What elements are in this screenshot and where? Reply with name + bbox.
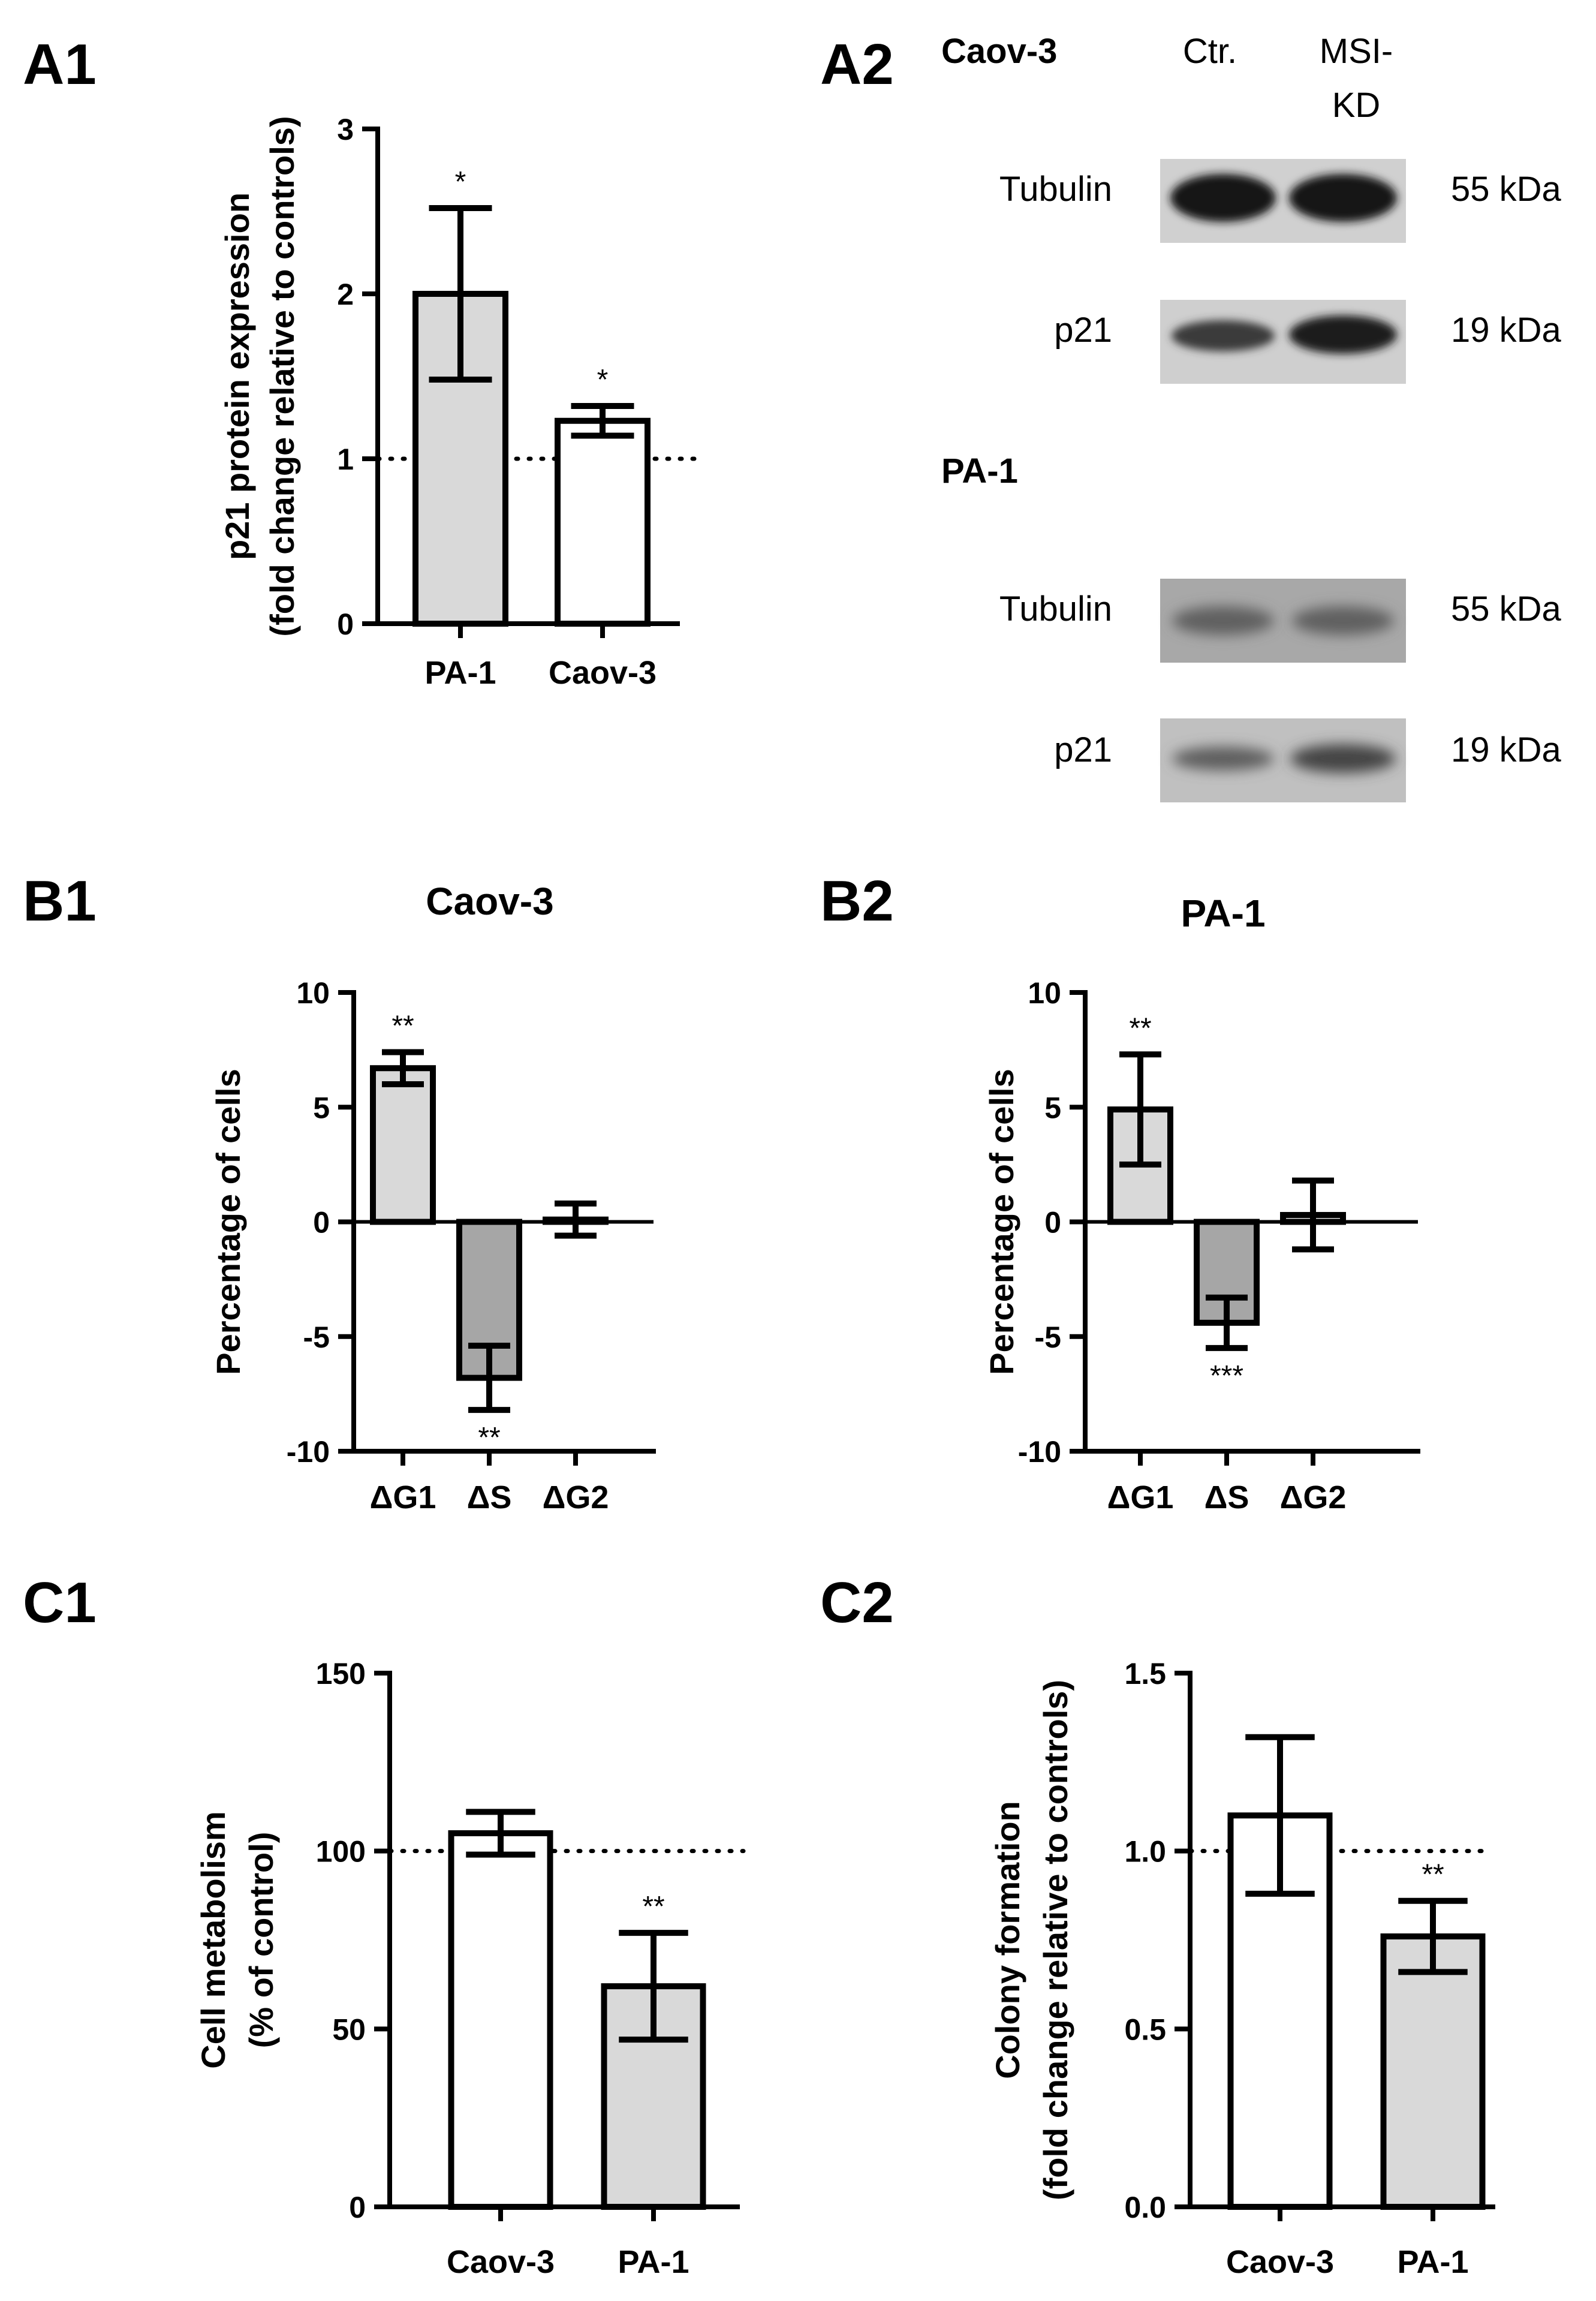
- y-tick-label: 1.0: [1124, 1835, 1166, 1869]
- wb-col-msi-kd-line2: KD: [1332, 86, 1381, 125]
- y-tick-label: -10: [287, 1435, 330, 1469]
- panel-label-a2: A2: [820, 32, 894, 97]
- wb-pa1-tubulin-kda: 55 kDa: [1451, 589, 1562, 628]
- y-tick-label: 0: [349, 2191, 366, 2224]
- x-category-label: Caov-3: [1226, 2244, 1334, 2280]
- wb-col-ctr: Ctr.: [1183, 32, 1237, 71]
- y-tick-label: 5: [1044, 1091, 1061, 1124]
- panel-label-c2: C2: [820, 1571, 894, 1635]
- x-category-label: ΔG1: [370, 1479, 436, 1515]
- wb-col-msi-kd-line1: MSI-: [1320, 32, 1393, 71]
- wb-caov3-p21-label: p21: [1054, 311, 1112, 350]
- y-tick-label: 3: [337, 113, 354, 146]
- y-tick-label: 150: [316, 1657, 366, 1691]
- significance-marker: ***: [1210, 1360, 1243, 1392]
- significance-marker: *: [455, 166, 466, 198]
- x-category-label: ΔG2: [1280, 1479, 1347, 1515]
- x-category-label: ΔS: [467, 1479, 512, 1515]
- significance-marker: **: [1129, 1012, 1151, 1044]
- y-tick-label: 50: [332, 2013, 366, 2046]
- chart-b2-pa1-cell-cycle: PA-1 -10 -5 0 5 10 Percentage of cells ** ΔG1 ***…: [983, 892, 1420, 1515]
- significance-marker: **: [478, 1422, 500, 1454]
- wb-caov3-tubulin-label: Tubulin: [999, 170, 1112, 209]
- y-axis-label: (fold change relative to controls): [1037, 1680, 1074, 2200]
- wb-caov3-tubulin-kda: 55 kDa: [1451, 170, 1562, 209]
- wb-caov3-p21-blot: [1160, 300, 1406, 384]
- panel-label-a1: A1: [23, 32, 97, 97]
- chart-title: Caov-3: [426, 880, 553, 923]
- y-tick-label: 0: [313, 1206, 330, 1240]
- wb-caov3-label: Caov-3: [941, 32, 1057, 71]
- wb-pa1-label: PA-1: [941, 452, 1018, 491]
- x-category-label: Caov-3: [549, 655, 657, 691]
- x-category-label: Caov-3: [447, 2244, 555, 2280]
- significance-marker: **: [392, 1010, 414, 1042]
- x-category-label: PA-1: [1397, 2244, 1468, 2280]
- y-axis-label: Cell metabolism: [194, 1811, 232, 2068]
- x-category-label: PA-1: [424, 655, 496, 691]
- western-blot-panel: Caov-3 Ctr. MSI- KD Tubulin 55 kDa p21 1…: [941, 32, 1562, 802]
- chart-c2-colony-formation: 0.0 0.5 1.0 1.5 Colony formation (fold change…: [989, 1657, 1495, 2280]
- wb-caov3-p21-kda: 19 kDa: [1451, 311, 1562, 350]
- panel-label-b2: B2: [820, 869, 894, 933]
- y-tick-label: 1.5: [1124, 1657, 1166, 1691]
- y-tick-label: 0: [337, 607, 354, 641]
- y-tick-label: 2: [337, 278, 354, 311]
- y-axis-label: Percentage of cells: [209, 1069, 247, 1374]
- x-category-label: ΔG2: [543, 1479, 609, 1515]
- y-tick-label: -5: [303, 1321, 330, 1354]
- chart-a1-p21-expression: 0 1 2 3 p21 protein expression (fold change r…: [218, 113, 704, 691]
- chart-c1-cell-metabolism: 0 50 100 150 Cell metabolism (% of control) Ca…: [194, 1657, 746, 2280]
- bar: [1380, 1933, 1486, 2210]
- wb-pa1-p21-kda: 19 kDa: [1451, 730, 1562, 769]
- y-axis-label: (% of control): [242, 1832, 280, 2049]
- y-axis-label: Percentage of cells: [983, 1069, 1020, 1374]
- y-axis-label: (fold change relative to controls): [263, 116, 301, 636]
- y-tick-label: 1: [337, 443, 354, 476]
- x-category-label: PA-1: [618, 2244, 689, 2280]
- panel-label-b1: B1: [23, 869, 97, 933]
- y-tick-label: 0.0: [1124, 2191, 1166, 2224]
- y-tick-label: 10: [296, 976, 330, 1010]
- bar: [370, 1065, 436, 1225]
- wb-pa1-tubulin-label: Tubulin: [999, 589, 1112, 628]
- y-tick-label: -5: [1035, 1321, 1061, 1354]
- y-tick-label: 100: [316, 1835, 366, 1869]
- wb-pa1-tubulin-blot: [1160, 579, 1406, 663]
- y-tick-label: 0.5: [1124, 2013, 1166, 2046]
- panel-label-c1: C1: [23, 1571, 97, 1635]
- wb-pa1-p21-label: p21: [1054, 730, 1112, 769]
- significance-marker: *: [597, 364, 609, 396]
- bar: [448, 1830, 553, 2210]
- chart-title: PA-1: [1181, 892, 1265, 935]
- x-category-label: ΔS: [1204, 1479, 1249, 1515]
- y-axis-label: p21 protein expression: [218, 192, 256, 560]
- y-tick-label: 10: [1028, 976, 1061, 1010]
- bar: [555, 417, 651, 627]
- wb-caov3-tubulin-blot: [1160, 159, 1406, 243]
- y-tick-label: -10: [1018, 1435, 1061, 1469]
- y-axis-label: Colony formation: [989, 1801, 1026, 2079]
- significance-marker: **: [1422, 1859, 1444, 1891]
- wb-pa1-p21-blot: [1160, 718, 1406, 802]
- y-tick-label: 5: [313, 1091, 330, 1124]
- x-category-label: ΔG1: [1107, 1479, 1174, 1515]
- significance-marker: **: [642, 1891, 664, 1923]
- chart-b1-caov3-cell-cycle: Caov-3 -10 -5 0 5 10 Percentage of cells ** ΔG1 *…: [209, 880, 656, 1515]
- y-tick-label: 0: [1044, 1206, 1061, 1240]
